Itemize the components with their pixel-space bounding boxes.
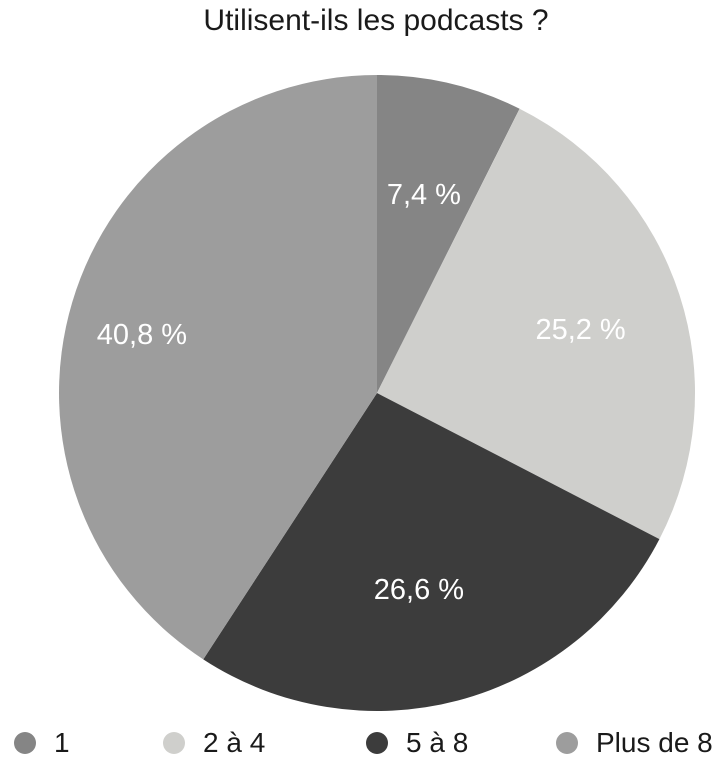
legend-swatch-4 bbox=[556, 732, 578, 754]
legend-label-4: Plus de 8 bbox=[596, 727, 713, 758]
pie-slice-label-1: 7,4 % bbox=[387, 179, 461, 211]
legend-swatch-1 bbox=[14, 732, 36, 754]
chart-legend: 1 2 à 4 5 à 8 Plus de 8 bbox=[0, 726, 718, 760]
legend-swatch-3 bbox=[366, 732, 388, 754]
pie-slice-label-4: 40,8 % bbox=[97, 319, 187, 351]
legend-item-3: 5 à 8 bbox=[366, 726, 468, 760]
pie-slice-label-3: 26,6 % bbox=[374, 574, 464, 606]
chart-title: Utilisent-ils les podcasts ? bbox=[203, 4, 549, 37]
legend-label-2: 2 à 4 bbox=[203, 727, 266, 758]
pie-slice-label-2: 25,2 % bbox=[535, 314, 625, 346]
legend-label-1: 1 bbox=[54, 727, 70, 758]
pie-slice-3 bbox=[203, 393, 660, 711]
pie-slice-2 bbox=[377, 108, 696, 540]
legend-swatch-2 bbox=[163, 732, 185, 754]
pie-slice-4 bbox=[59, 75, 378, 660]
legend-item-1: 1 bbox=[14, 726, 70, 760]
pie-chart: 7,4 % 25,2 % 26,6 % 40,8 % bbox=[59, 75, 696, 711]
pie-slice-labels: 7,4 % 25,2 % 26,6 % 40,8 % bbox=[97, 179, 626, 606]
pie-slices bbox=[59, 75, 696, 711]
legend-item-4: Plus de 8 bbox=[556, 726, 713, 760]
legend-item-2: 2 à 4 bbox=[163, 726, 265, 760]
pie-slice-1 bbox=[377, 75, 520, 393]
legend-label-3: 5 à 8 bbox=[406, 727, 469, 758]
